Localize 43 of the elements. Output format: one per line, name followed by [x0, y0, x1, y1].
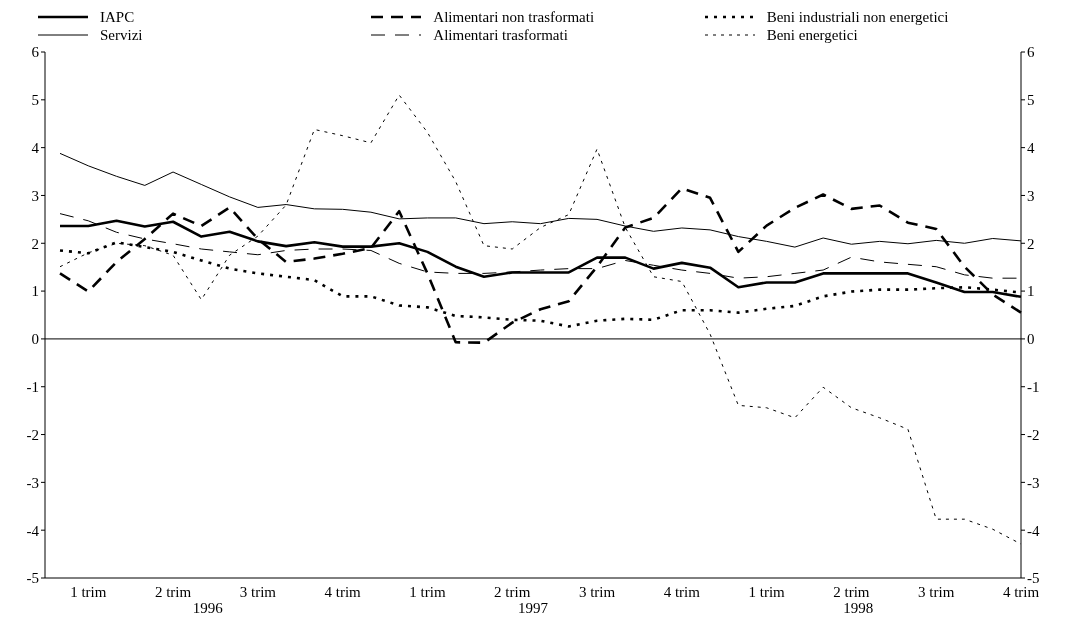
y-tick-label: -2 [26, 426, 39, 443]
y-tick-label: 0 [31, 331, 39, 348]
y2-tick-label: 3 [1027, 187, 1035, 204]
y2-tick-label: -2 [1027, 426, 1040, 443]
text: 1996 [191, 600, 224, 617]
y2-tick-label: 2 [1027, 235, 1035, 252]
x-tick-label: 2 trim [494, 583, 531, 600]
y-tick-label: -1 [26, 379, 39, 396]
y-tick-label: 2 [31, 235, 39, 252]
legend-label: Alimentari trasformati [433, 26, 568, 44]
x-tick-label: 1 trim [748, 583, 786, 600]
x-tick-label: 4 trim [324, 583, 362, 600]
legend-label: Servizi [100, 26, 143, 44]
y2-tick-label: 6 [1027, 44, 1035, 61]
text: 1998 [842, 600, 875, 617]
x-tick-label: 1 trim [409, 583, 446, 600]
y-tick-label: -4 [26, 522, 40, 539]
y-tick-label: 3 [31, 187, 39, 204]
y2-tick-label: 4 [1027, 139, 1035, 156]
x-tick-label: 3 trim [578, 583, 616, 600]
y2-tick-label: 0 [1027, 331, 1035, 348]
x-tick-label: 3 trim [239, 583, 277, 600]
y-tick-label: 5 [31, 92, 39, 109]
x-tick-label: 2 trim [154, 583, 192, 600]
x-tick-label: 4 trim [663, 583, 701, 600]
y-tick-label: 1 [31, 283, 39, 300]
x-tick-label: 2 trim [833, 583, 870, 600]
y2-tick-label: -4 [1027, 522, 1040, 539]
y-tick-label: -5 [26, 570, 39, 587]
legend-label: Alimentari non trasformati [433, 8, 595, 26]
text: 1997 [517, 600, 549, 617]
y2-tick-label: 5 [1027, 92, 1035, 109]
y2-tick-label: -3 [1027, 474, 1040, 491]
y-tick-label: -3 [26, 474, 39, 491]
legend-label: IAPC [100, 8, 135, 26]
y2-tick-label: 1 [1027, 283, 1035, 300]
x-tick-label: 1 trim [70, 583, 107, 600]
y2-tick-label: -1 [1027, 379, 1040, 396]
x-tick-label: 3 trim [918, 583, 955, 600]
legend-label: Beni energetici [766, 26, 858, 44]
legend-label: Beni industriali non energetici [766, 8, 949, 26]
y-tick-label: 4 [31, 139, 40, 156]
y-tick-label: 6 [31, 44, 40, 61]
